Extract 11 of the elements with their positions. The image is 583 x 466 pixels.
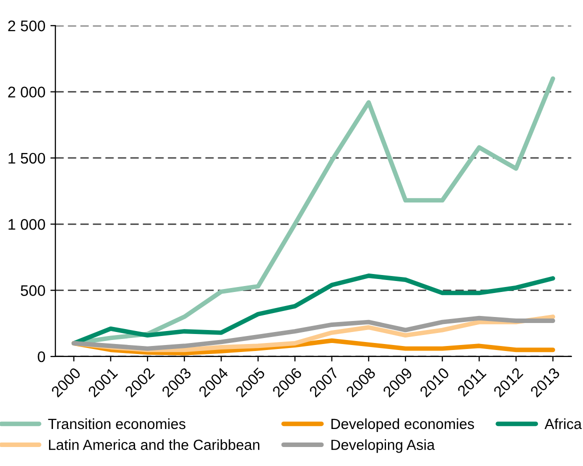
y-tick-label: 1 500 bbox=[8, 152, 46, 164]
y-tick-label: 500 bbox=[20, 285, 46, 296]
legend-label: Africa bbox=[544, 418, 582, 430]
y-tick-label: 1 000 bbox=[8, 219, 46, 230]
legend-label: Latin America and the Caribbean bbox=[49, 439, 260, 450]
y-tick-label: 0 bbox=[38, 351, 46, 362]
legend-label: Transition economies bbox=[48, 418, 186, 430]
legend-label: Developing Asia bbox=[331, 439, 435, 453]
y-tick-label: 2 000 bbox=[8, 86, 46, 98]
legend-label: Developed economies bbox=[331, 418, 474, 432]
y-tick-label: 2 500 bbox=[8, 20, 46, 32]
